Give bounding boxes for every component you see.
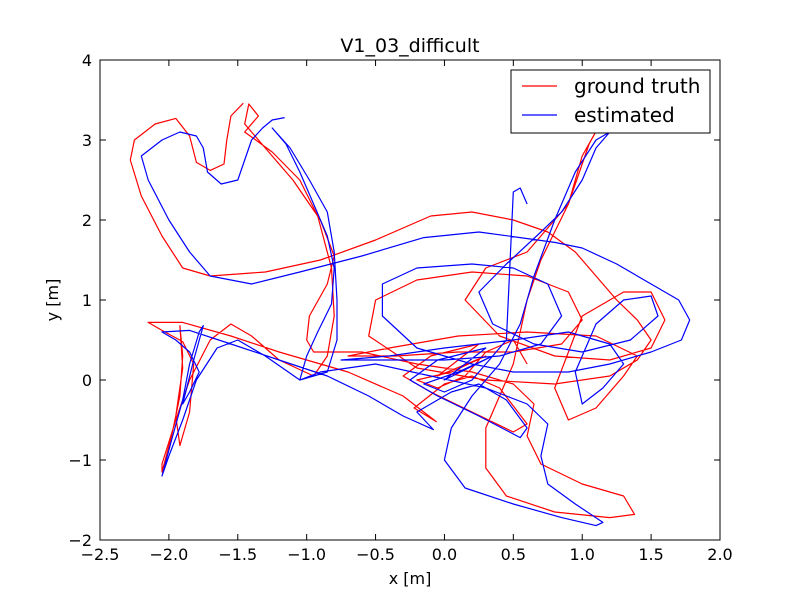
x-tick-label: 0.0 — [432, 545, 457, 564]
y-tick-label: −1 — [68, 451, 92, 470]
x-axis-label: x [m] — [389, 569, 432, 588]
y-tick-label: 4 — [82, 51, 92, 70]
y-tick-label: 2 — [82, 211, 92, 230]
x-tick-label: 0.5 — [501, 545, 526, 564]
y-tick-label: −2 — [68, 531, 92, 550]
y-tick-label: 3 — [82, 131, 92, 150]
y-tick-label: 1 — [82, 291, 92, 310]
series-layer — [129, 102, 691, 527]
legend-label-estimated: estimated — [574, 103, 675, 127]
y-axis-ticks: −2 −1 0 1 2 3 4 — [68, 51, 720, 550]
x-tick-label: 2.0 — [707, 545, 732, 564]
x-tick-label: −2.0 — [149, 545, 188, 564]
x-tick-label: 1.0 — [569, 545, 594, 564]
x-tick-label: −1.0 — [287, 545, 326, 564]
legend-box — [510, 69, 711, 134]
legend-label-ground-truth: ground truth — [574, 74, 700, 98]
series-line-estimated — [140, 117, 691, 527]
x-tick-label: 1.5 — [638, 545, 663, 564]
x-tick-label: −0.5 — [356, 545, 395, 564]
x-tick-label: −1.5 — [218, 545, 257, 564]
y-tick-label: 0 — [82, 371, 92, 390]
chart-title: V1_03_difficult — [340, 35, 479, 57]
x-tick-label: −2.5 — [81, 545, 120, 564]
y-axis-label: y [m] — [43, 279, 62, 322]
x-axis-ticks: −2.5 −2.0 −1.5 −1.0 −0.5 0.0 0.5 1.0 1.5 2.0 — [81, 60, 733, 564]
legend: ground truth estimated — [510, 69, 711, 134]
series-line-ground-truth — [129, 102, 666, 519]
